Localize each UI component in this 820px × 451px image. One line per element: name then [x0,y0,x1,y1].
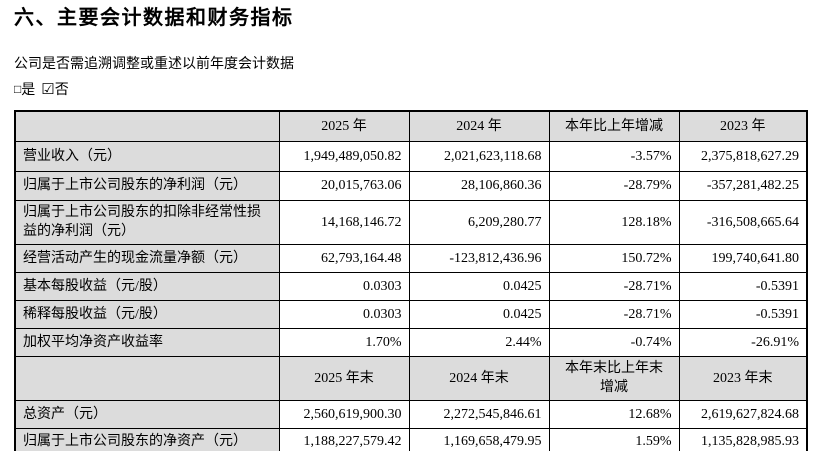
table-row-basic-eps: 基本每股收益（元/股） 0.0303 0.0425 -28.71% -0.539… [14,271,808,301]
table-row-total-assets: 总资产（元） 2,560,619,900.30 2,272,545,846.61… [14,399,808,429]
table-row-net-profit: 归属于上市公司股东的净利润（元） 20,015,763.06 28,106,86… [14,170,808,201]
row-label-cell: 总资产（元） [14,399,280,429]
value-2023-cell: 199,740,641.80 [678,243,808,273]
value-2024-cell: 1,169,658,479.95 [408,427,550,451]
value-change-cell: -28.71% [548,299,680,329]
restatement-question: 公司是否需追溯调整或重述以前年度会计数据 [14,57,294,72]
row-label-cell: 归属于上市公司股东的扣除非经常性损益的净利润（元） [14,199,280,245]
value-change-cell: -28.79% [548,170,680,201]
restatement-choices: □是 ☑否 [14,74,806,100]
table-row-weighted-avg-roe: 加权平均净资产收益率 1.70% 2.44% -0.74% -26.91% [14,327,808,357]
value-2025-cell: 1,188,227,579.42 [278,427,410,451]
header-2024-yearend: 2024 年末 [408,355,550,401]
value-2023-cell: -26.91% [678,327,808,357]
value-2023-cell: 2,619,627,824.68 [678,399,808,429]
value-2025-cell: 20,015,763.06 [278,170,410,201]
choice-yes: □是 [14,82,36,98]
value-2024-cell: 0.0425 [408,271,550,301]
row-label-cell: 归属于上市公司股东的净利润（元） [14,170,280,201]
value-2024-cell: 2,021,623,118.68 [408,140,550,172]
value-change-cell: 150.72% [548,243,680,273]
yearend-header-row: 2025 年末 2024 年末 本年末比上年末增减 2023 年末 [14,355,808,401]
header-2024: 2024 年 [408,110,550,142]
value-2024-cell: 28,106,860.36 [408,170,550,201]
value-2023-cell: -357,281,482.25 [678,170,808,201]
row-label-cell: 加权平均净资产收益率 [14,327,280,357]
period-header-row: 2025 年 2024 年 本年比上年增减 2023 年 [14,110,808,142]
value-2024-cell: 6,209,280.77 [408,199,550,245]
value-2025-cell: 1.70% [278,327,410,357]
value-2023-cell: -316,508,665.64 [678,199,808,245]
header-2025: 2025 年 [278,110,410,142]
value-2023-cell: 2,375,818,627.29 [678,140,808,172]
value-change-cell: 1.59% [548,427,680,451]
value-2025-cell: 62,793,164.48 [278,243,410,273]
value-2025-cell: 14,168,146.72 [278,199,410,245]
header-yearend-change-text: 本年末比上年末增减 [565,361,663,395]
header-yoy-change: 本年比上年增减 [548,110,680,142]
table-row-net-profit-excl-nonrecurring: 归属于上市公司股东的扣除非经常性损益的净利润（元） 14,168,146.72 … [14,199,808,245]
value-change-cell: 128.18% [548,199,680,245]
value-2023-cell: 1,135,828,985.93 [678,427,808,451]
value-2025-cell: 0.0303 [278,299,410,329]
checkbox-checked-icon: ☑ [41,82,55,98]
value-change-cell: -0.74% [548,327,680,357]
choice-no-label: 否 [54,83,69,98]
header-yearend-change: 本年末比上年末增减 [548,355,680,401]
value-2024-cell: -123,812,436.96 [408,243,550,273]
checkbox-unchecked-icon: □ [14,82,22,96]
table-row-operating-cash-flow: 经营活动产生的现金流量净额（元） 62,793,164.48 -123,812,… [14,243,808,273]
value-2024-cell: 0.0425 [408,299,550,329]
row-label-cell: 经营活动产生的现金流量净额（元） [14,243,280,273]
choice-yes-label: 是 [21,83,36,98]
header-corner-cell [14,355,280,401]
value-change-cell: 12.68% [548,399,680,429]
value-2023-cell: -0.5391 [678,299,808,329]
header-2023: 2023 年 [678,110,808,142]
value-2024-cell: 2,272,545,846.61 [408,399,550,429]
value-2025-cell: 2,560,619,900.30 [278,399,410,429]
value-change-cell: -28.71% [548,271,680,301]
value-2024-cell: 2.44% [408,327,550,357]
table-row-net-assets: 归属于上市公司股东的净资产（元） 1,188,227,579.42 1,169,… [14,427,808,451]
row-label-cell: 基本每股收益（元/股） [14,271,280,301]
value-2025-cell: 0.0303 [278,271,410,301]
value-2025-cell: 1,949,489,050.82 [278,140,410,172]
header-2023-yearend: 2023 年末 [678,355,808,401]
value-2023-cell: -0.5391 [678,271,808,301]
value-change-cell: -3.57% [548,140,680,172]
row-label-cell: 稀释每股收益（元/股） [14,299,280,329]
row-label-cell: 归属于上市公司股东的净资产（元） [14,427,280,451]
section-title: 六、主要会计数据和财务指标 [14,7,294,29]
row-label-cell: 营业收入（元） [14,140,280,172]
table-row-revenue: 营业收入（元） 1,949,489,050.82 2,021,623,118.6… [14,140,808,172]
choice-no: ☑否 [41,82,69,98]
financial-indicators-table: 2025 年 2024 年 本年比上年增减 2023 年 营业收入（元） 1,9… [14,110,808,451]
header-corner-cell [14,110,280,142]
header-2025-yearend: 2025 年末 [278,355,410,401]
table-row-diluted-eps: 稀释每股收益（元/股） 0.0303 0.0425 -28.71% -0.539… [14,299,808,329]
